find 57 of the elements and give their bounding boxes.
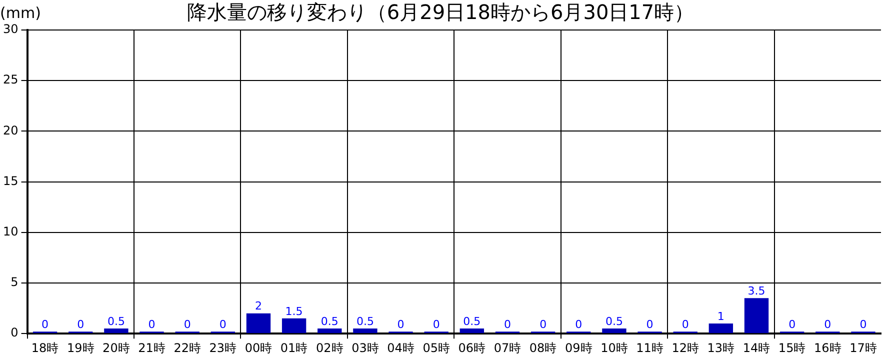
x-tick-label: 18時 xyxy=(31,340,59,355)
x-tick-label: 21時 xyxy=(138,340,166,355)
data-label: 1.5 xyxy=(285,304,303,318)
data-label: 0 xyxy=(77,318,84,331)
data-label: 0.5 xyxy=(107,314,125,328)
y-tick-label: 5 xyxy=(10,275,18,290)
y-tick-label: 0 xyxy=(10,326,18,340)
x-tick-label: 04時 xyxy=(387,340,414,355)
x-tick-label: 00時 xyxy=(244,340,272,355)
x-tick-label: 13時 xyxy=(707,340,735,355)
y-tick-label: 25 xyxy=(2,72,18,87)
data-label: 0 xyxy=(860,318,867,331)
data-label: 0 xyxy=(504,318,511,331)
data-label: 0 xyxy=(148,318,156,331)
data-label: 0 xyxy=(682,318,689,331)
x-tick-label: 15時 xyxy=(778,340,806,355)
x-tick-label: 06時 xyxy=(458,340,486,355)
data-label: 0 xyxy=(646,318,654,331)
y-tick-label: 10 xyxy=(2,224,18,239)
x-tick-label: 05時 xyxy=(422,340,450,355)
x-tick-label: 17時 xyxy=(850,340,877,355)
data-label: 0.5 xyxy=(320,314,338,328)
data-label: 0.5 xyxy=(463,314,481,328)
x-tick-label: 02時 xyxy=(316,340,344,355)
x-tick-label: 14時 xyxy=(742,340,770,355)
x-tick-label: 20時 xyxy=(102,340,130,355)
data-label: 0.5 xyxy=(605,314,623,328)
y-axis-title: (mm) xyxy=(0,4,41,22)
x-tick-label: 19時 xyxy=(66,340,94,355)
y-tick-label: 20 xyxy=(2,123,18,138)
data-label: 1 xyxy=(717,310,724,323)
x-tick-label: 07時 xyxy=(494,340,522,355)
data-label: 3.5 xyxy=(748,284,766,298)
x-tick-label: 08時 xyxy=(529,340,557,355)
x-tick-label: 11時 xyxy=(636,340,664,355)
x-tick-label: 09時 xyxy=(564,340,592,355)
data-label: 0.5 xyxy=(356,314,374,328)
x-tick-label: 23時 xyxy=(209,340,237,355)
data-label: 0 xyxy=(788,318,796,331)
x-tick-label: 01時 xyxy=(280,340,308,355)
x-tick-label: 16時 xyxy=(814,340,842,355)
data-label: 0 xyxy=(575,318,582,331)
chart-title: 降水量の移り変わり（6月29日18時から6月30日17時） xyxy=(186,0,694,24)
data-label: 0 xyxy=(540,318,547,331)
x-tick-label: 12時 xyxy=(672,340,699,355)
y-tick-label: 30 xyxy=(2,22,18,36)
x-tick-label: 10時 xyxy=(600,340,628,355)
data-label: 0 xyxy=(184,318,191,331)
data-label: 0 xyxy=(42,318,49,331)
x-tick-label: 03時 xyxy=(352,340,379,355)
data-label: 0 xyxy=(219,318,226,331)
data-label: 0 xyxy=(397,318,404,331)
data-label: 0 xyxy=(432,318,440,331)
y-tick-label: 15 xyxy=(2,174,18,188)
data-label: 2 xyxy=(254,300,262,313)
data-label: 0 xyxy=(824,318,832,331)
x-tick-label: 22時 xyxy=(174,340,201,355)
